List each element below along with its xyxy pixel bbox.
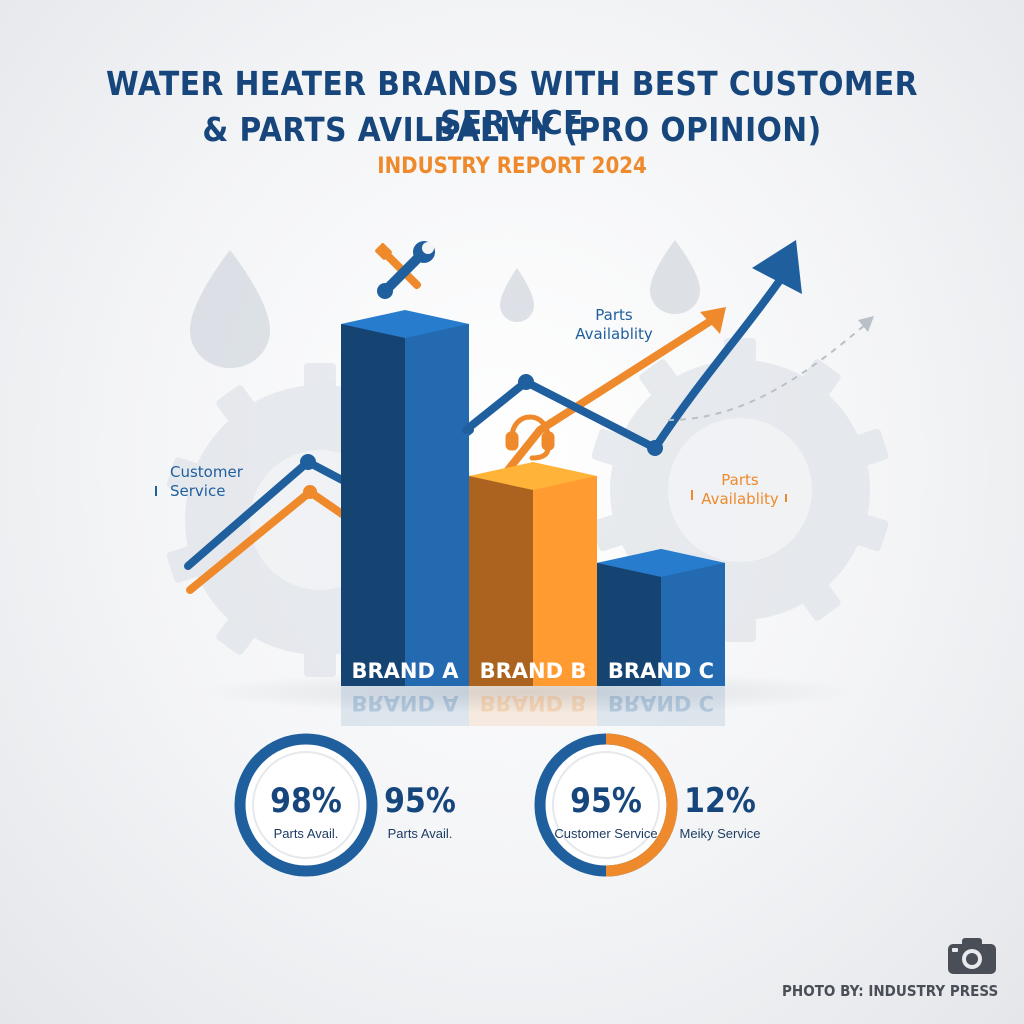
stat-3: 95% Customer Service — [546, 784, 666, 841]
stat-value: 95% — [570, 781, 642, 821]
line-point — [518, 374, 534, 390]
bar-2: BRAND B BRAND B — [469, 462, 597, 726]
bar-label-reflection: BRAND B — [480, 691, 587, 715]
wrench-screwdriver-icon — [375, 241, 435, 299]
stat-value: 12% — [684, 781, 756, 821]
photo-credit: PHOTO BY: INDUSTRY PRESS — [781, 982, 998, 1000]
bar-reflection — [341, 686, 469, 726]
bar-3: BRAND C BRAND C — [597, 548, 725, 726]
bar-label: BRAND B — [480, 659, 587, 683]
stat-value: 98% — [270, 781, 342, 821]
bar-top — [341, 310, 469, 338]
stat-1: 98% Parts Avail. — [246, 784, 366, 841]
bar-face-right — [661, 562, 725, 686]
water-drop-icon — [190, 250, 270, 368]
bar-1: BRAND A BRAND A — [341, 310, 469, 726]
stat-value: 95% — [384, 781, 456, 821]
bar-face-right — [533, 476, 597, 686]
bar-face-left — [469, 476, 533, 686]
bar-label-reflection: BRAND C — [608, 691, 714, 715]
arrow-head-icon — [700, 307, 726, 334]
stat-caption: Customer Service — [554, 826, 658, 841]
bar-label-reflection: BRAND A — [352, 691, 460, 715]
arrow-head-icon — [858, 316, 874, 332]
bar-reflection — [597, 686, 725, 726]
stat-ring-3 — [534, 733, 678, 877]
water-drop-icon — [500, 268, 534, 322]
chart-title-line1: WATER HEATER BRANDS WITH BEST CUSTOMER S… — [106, 64, 918, 142]
bar-top — [597, 548, 725, 577]
water-drop-icon — [650, 240, 700, 314]
bar-face-left — [597, 562, 661, 686]
line-point — [647, 440, 663, 456]
stat-caption: Parts Avail. — [387, 826, 453, 841]
line-point — [300, 454, 316, 470]
parts-availability-label-top: Parts Availablity — [575, 306, 653, 343]
bar-top — [469, 462, 597, 491]
stat-caption: Parts Avail. — [273, 826, 339, 841]
bar-face-left — [341, 324, 405, 686]
bar-label: BRAND A — [352, 659, 460, 683]
arrow-head-icon — [752, 240, 802, 294]
stat-2: 95% Parts Avail. — [360, 784, 480, 841]
bar-reflection — [469, 686, 597, 726]
customer-service-label: Customer Service — [170, 463, 244, 500]
line-point — [303, 485, 317, 499]
stat-caption: Meiky Service — [679, 826, 761, 841]
bar-face-right — [405, 324, 469, 686]
chart-subtitle: INDUSTRY REPORT 2024 — [377, 154, 647, 179]
bar-label: BRAND C — [608, 659, 714, 683]
trend-dashed-line — [667, 323, 867, 421]
stat-ring-1 — [234, 733, 378, 877]
camera-icon — [948, 938, 996, 974]
parts-availability-label-right: Parts Availablity — [701, 471, 779, 508]
stat-4: 12% Meiky Service — [660, 784, 780, 841]
headset-icon — [505, 414, 555, 461]
chart-title-line2: & PARTS AVILBALITY (PRO OPINION) — [202, 110, 822, 149]
